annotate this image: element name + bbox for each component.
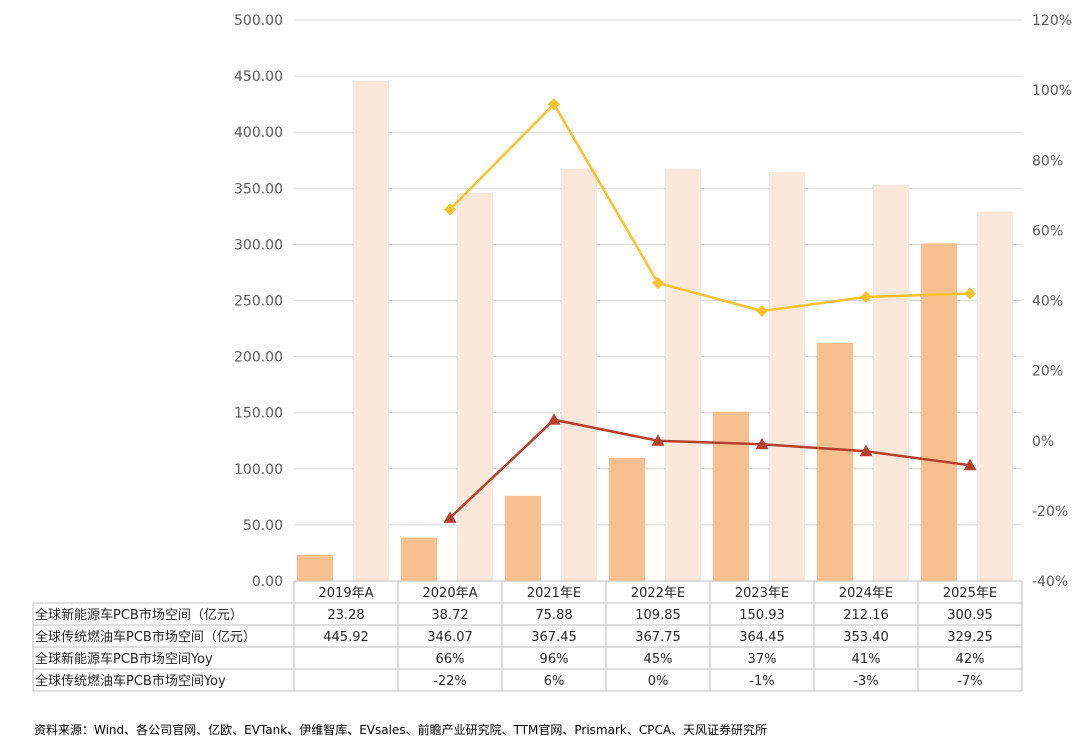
nev-yoy-line <box>449 102 971 313</box>
right-tick-label: -40% <box>1032 574 1068 590</box>
nev-pcb-bar <box>817 342 853 581</box>
source-note: 资料来源：Wind、各公司官网、亿欧、EVTank、伊维智库、EVsales、前… <box>34 722 767 737</box>
gridlines <box>294 19 1022 526</box>
x-tick-label: 2019年A <box>319 586 374 601</box>
right-tick-label: 80% <box>1032 153 1063 169</box>
data-label: 37% <box>748 652 777 667</box>
right-tick-label: 0% <box>1032 434 1054 450</box>
nev-yoy-point <box>756 305 768 318</box>
legend-entry: 全球传统燃油车PCB市场空间Yoy <box>35 673 226 689</box>
data-label: 42% <box>956 652 985 667</box>
ice-pcb-bar <box>977 211 1013 582</box>
data-label: -1% <box>749 674 774 689</box>
bar-series <box>297 80 1013 582</box>
ice-pcb-bar <box>873 184 909 581</box>
nev-pcb-bar <box>713 411 749 581</box>
legend-entry: 全球新能源车PCB市场空间Yoy <box>35 651 213 667</box>
data-label: 38.72 <box>431 608 468 623</box>
right-tick-label: -20% <box>1032 504 1068 520</box>
ice-pcb-bar <box>561 168 597 581</box>
data-label: 109.85 <box>635 608 681 623</box>
data-label: 23.28 <box>327 608 364 623</box>
data-label: 0% <box>648 674 669 689</box>
ice-pcb-bar <box>457 192 493 581</box>
left-tick-label: 100.00 <box>234 462 283 478</box>
right-tick-label: 100% <box>1032 83 1072 99</box>
nev-yoy-point <box>860 290 872 303</box>
left-tick-label: 150.00 <box>234 406 283 422</box>
data-table: 2019年A 2020年A 2021年E 2022年E 2023年E 2024年E 2025… <box>32 580 1023 692</box>
left-tick-label: 350.00 <box>234 181 283 197</box>
left-tick-label: 500.00 <box>234 13 283 29</box>
data-label: 367.45 <box>531 630 577 645</box>
data-label: 300.95 <box>947 608 993 623</box>
right-tick-label: 60% <box>1032 223 1063 239</box>
x-tick-label: 2023年E <box>735 586 789 601</box>
nev-pcb-bar <box>921 243 957 581</box>
data-label: 6% <box>544 674 565 689</box>
data-label: 45% <box>644 652 673 667</box>
data-label: 329.25 <box>947 630 993 645</box>
data-label: 367.75 <box>635 630 681 645</box>
data-label: 150.93 <box>739 608 785 623</box>
ice-yoy-point <box>859 444 873 457</box>
ice-yoy-point <box>755 437 769 450</box>
x-tick-label: 2022年E <box>631 586 685 601</box>
data-label: 364.45 <box>739 630 785 645</box>
left-tick-label: 0.00 <box>252 574 283 590</box>
left-tick-label: 300.00 <box>234 237 283 253</box>
right-tick-label: 20% <box>1032 364 1063 380</box>
left-y-axis: 0.00 50.00 100.00 150.00 200.00 250.00 300.00 3… <box>234 13 283 590</box>
x-tick-label: 2021年E <box>527 586 581 601</box>
data-label: 212.16 <box>843 608 889 623</box>
x-tick-label: 2025年E <box>943 586 997 601</box>
legend-entry: 全球新能源车PCB市场空间（亿元） <box>35 607 243 623</box>
data-label: -7% <box>957 674 982 689</box>
right-tick-label: 40% <box>1032 294 1063 310</box>
data-label: 75.88 <box>535 608 572 623</box>
x-tick-label: 2020年A <box>423 586 478 601</box>
nev-yoy-point <box>444 203 456 216</box>
legend-entry: 全球传统燃油车PCB市场空间（亿元） <box>35 629 256 645</box>
nev-yoy-point <box>652 276 664 289</box>
ice-yoy-point <box>651 434 665 446</box>
nev-yoy-point <box>548 98 560 111</box>
nev-pcb-bar <box>401 537 437 581</box>
ice-pcb-bar <box>769 172 805 581</box>
left-tick-label: 450.00 <box>234 69 283 85</box>
left-tick-label: 200.00 <box>234 350 283 366</box>
ice-pcb-bar <box>353 80 389 581</box>
data-label: 445.92 <box>323 630 369 645</box>
nev-yoy-point <box>964 287 976 300</box>
data-label: 41% <box>852 652 881 667</box>
left-tick-label: 50.00 <box>243 518 283 534</box>
right-tick-label: 120% <box>1032 13 1072 29</box>
ice-yoy-point <box>547 413 561 425</box>
data-label: 353.40 <box>843 630 889 645</box>
nev-pcb-bar <box>609 457 645 581</box>
ice-yoy-point <box>443 511 457 523</box>
data-label: 66% <box>436 652 465 667</box>
ice-yoy-line <box>449 418 971 519</box>
line-series <box>443 98 977 523</box>
nev-pcb-bar <box>297 554 333 581</box>
data-label: 346.07 <box>427 630 473 645</box>
data-label: -3% <box>853 674 878 689</box>
x-tick-label: 2024年E <box>839 586 893 601</box>
ice-pcb-bar <box>665 168 701 581</box>
ice-yoy-point <box>963 458 977 471</box>
right-y-axis: -40% -20% 0% 20% 40% 60% 80% 100% 120% <box>1032 13 1072 590</box>
nev-pcb-bar <box>505 495 541 581</box>
left-tick-label: 250.00 <box>234 294 283 310</box>
data-label: 96% <box>540 652 569 667</box>
left-tick-label: 400.00 <box>234 125 283 141</box>
data-label: -22% <box>433 674 467 689</box>
